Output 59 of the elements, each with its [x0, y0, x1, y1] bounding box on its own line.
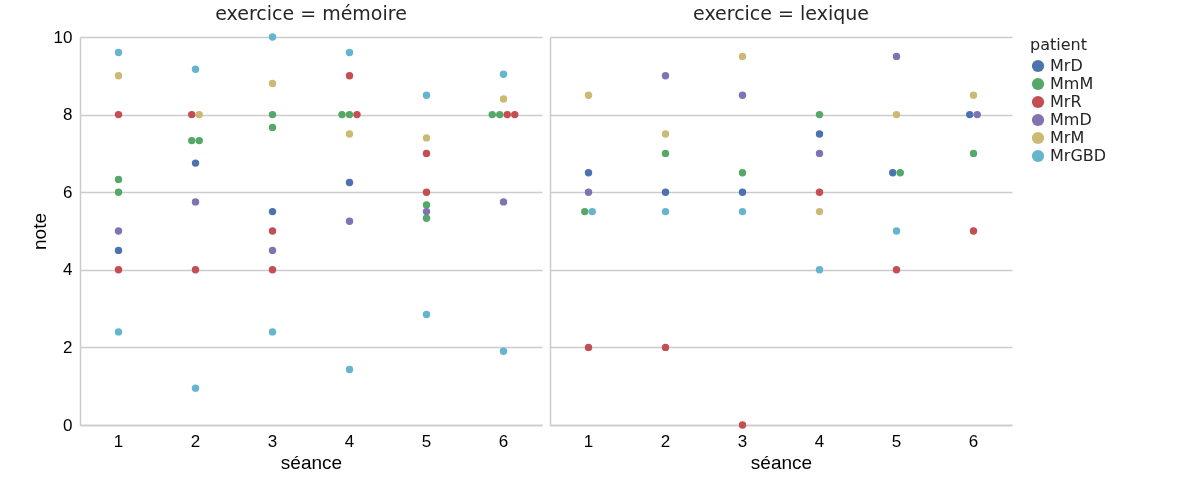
- chart-title: exercice = mémoire: [215, 2, 407, 24]
- point: [661, 207, 670, 216]
- point: [815, 266, 824, 274]
- point: [815, 207, 824, 216]
- point: [892, 52, 901, 61]
- x-tick-label: 1: [583, 431, 594, 451]
- point: [738, 207, 747, 216]
- point: [738, 169, 747, 177]
- x-tick-label: 4: [814, 431, 825, 451]
- x-tick-label: 2: [190, 431, 201, 451]
- x-tick-label: 3: [267, 431, 278, 451]
- point: [738, 91, 747, 99]
- point: [969, 91, 978, 99]
- point: [892, 110, 901, 119]
- x-tick-label: 2: [660, 431, 671, 451]
- point: [738, 421, 747, 429]
- point: [584, 343, 593, 352]
- x-axis-title: séance: [750, 451, 813, 473]
- x-tick-label: 6: [968, 431, 979, 451]
- x-tick-label: 4: [344, 431, 355, 451]
- legend-label: MrR: [1050, 92, 1082, 111]
- point: [969, 149, 978, 158]
- point: [738, 52, 747, 61]
- x-tick-label: 5: [421, 431, 432, 451]
- point: [815, 110, 824, 119]
- y-axis-title: note: [28, 213, 50, 250]
- legend-label: MrD: [1050, 56, 1083, 75]
- legend-title: patient: [1030, 35, 1087, 54]
- point: [661, 149, 670, 158]
- x-axis-title: séance: [280, 451, 343, 473]
- point: [892, 227, 901, 235]
- legend-label: MrM: [1050, 128, 1085, 147]
- y-tick-label: 4: [63, 260, 73, 280]
- y-tick-label: 0: [63, 415, 73, 435]
- point: [969, 227, 978, 235]
- point: [661, 343, 670, 352]
- x-tick-label: 3: [737, 431, 748, 451]
- legend-label: MrGBD: [1050, 146, 1107, 165]
- legend-label: MmM: [1050, 74, 1094, 93]
- legend-label: MmD: [1050, 110, 1092, 129]
- point: [584, 169, 593, 177]
- chart-title: exercice = lexique: [693, 2, 869, 24]
- x-tick-label: 5: [891, 431, 902, 451]
- point: [892, 266, 901, 274]
- y-tick-label: 2: [63, 337, 73, 357]
- y-tick-label: 10: [53, 27, 73, 47]
- point: [815, 149, 824, 158]
- y-tick-label: 6: [63, 182, 73, 202]
- point: [738, 188, 747, 196]
- point: [584, 188, 593, 196]
- point: [815, 130, 824, 138]
- point: [661, 72, 670, 80]
- point: [661, 188, 670, 196]
- point: [584, 91, 593, 99]
- x-tick-label: 6: [498, 431, 509, 451]
- x-tick-label: 1: [113, 431, 124, 451]
- y-tick-label: 8: [63, 105, 73, 125]
- point: [661, 130, 670, 138]
- point: [815, 188, 824, 196]
